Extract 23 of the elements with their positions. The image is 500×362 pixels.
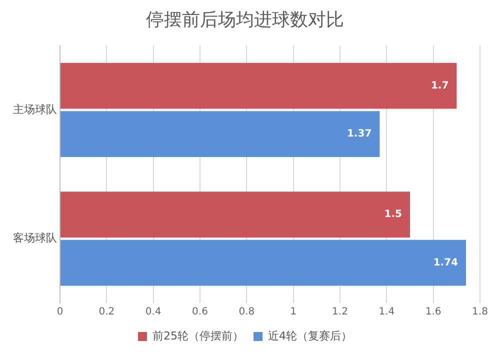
x-tick-label: 1.2 <box>332 306 348 318</box>
x-tick-label: 0.4 <box>145 306 162 318</box>
y-tick-label: 主场球队 <box>13 102 57 116</box>
x-tick-label: 1.6 <box>425 306 442 318</box>
bar <box>60 240 466 286</box>
data-label: 1.74 <box>433 257 458 268</box>
legend-label: 近4轮（复赛后） <box>268 329 352 342</box>
x-tick-label: 1.4 <box>378 306 395 318</box>
x-tick-label: 0.6 <box>192 306 208 318</box>
chart-title: 停摆前后场均进球数对比 <box>146 9 344 30</box>
y-tick-label: 客场球队 <box>13 232 57 245</box>
bar <box>60 62 457 109</box>
legend-label: 前25轮（停摆前） <box>152 329 244 342</box>
x-tick-label: 0.2 <box>98 306 115 318</box>
data-label: 1.7 <box>430 80 449 92</box>
bar <box>60 111 380 158</box>
x-tick-label: 1 <box>290 306 297 318</box>
x-tick-label: 0 <box>56 306 64 318</box>
bar <box>60 192 410 238</box>
data-label: 1.5 <box>384 209 402 220</box>
data-label: 1.37 <box>346 128 372 140</box>
x-tick-label: 0.8 <box>238 306 255 318</box>
x-tick-label: 1.8 <box>472 306 488 318</box>
